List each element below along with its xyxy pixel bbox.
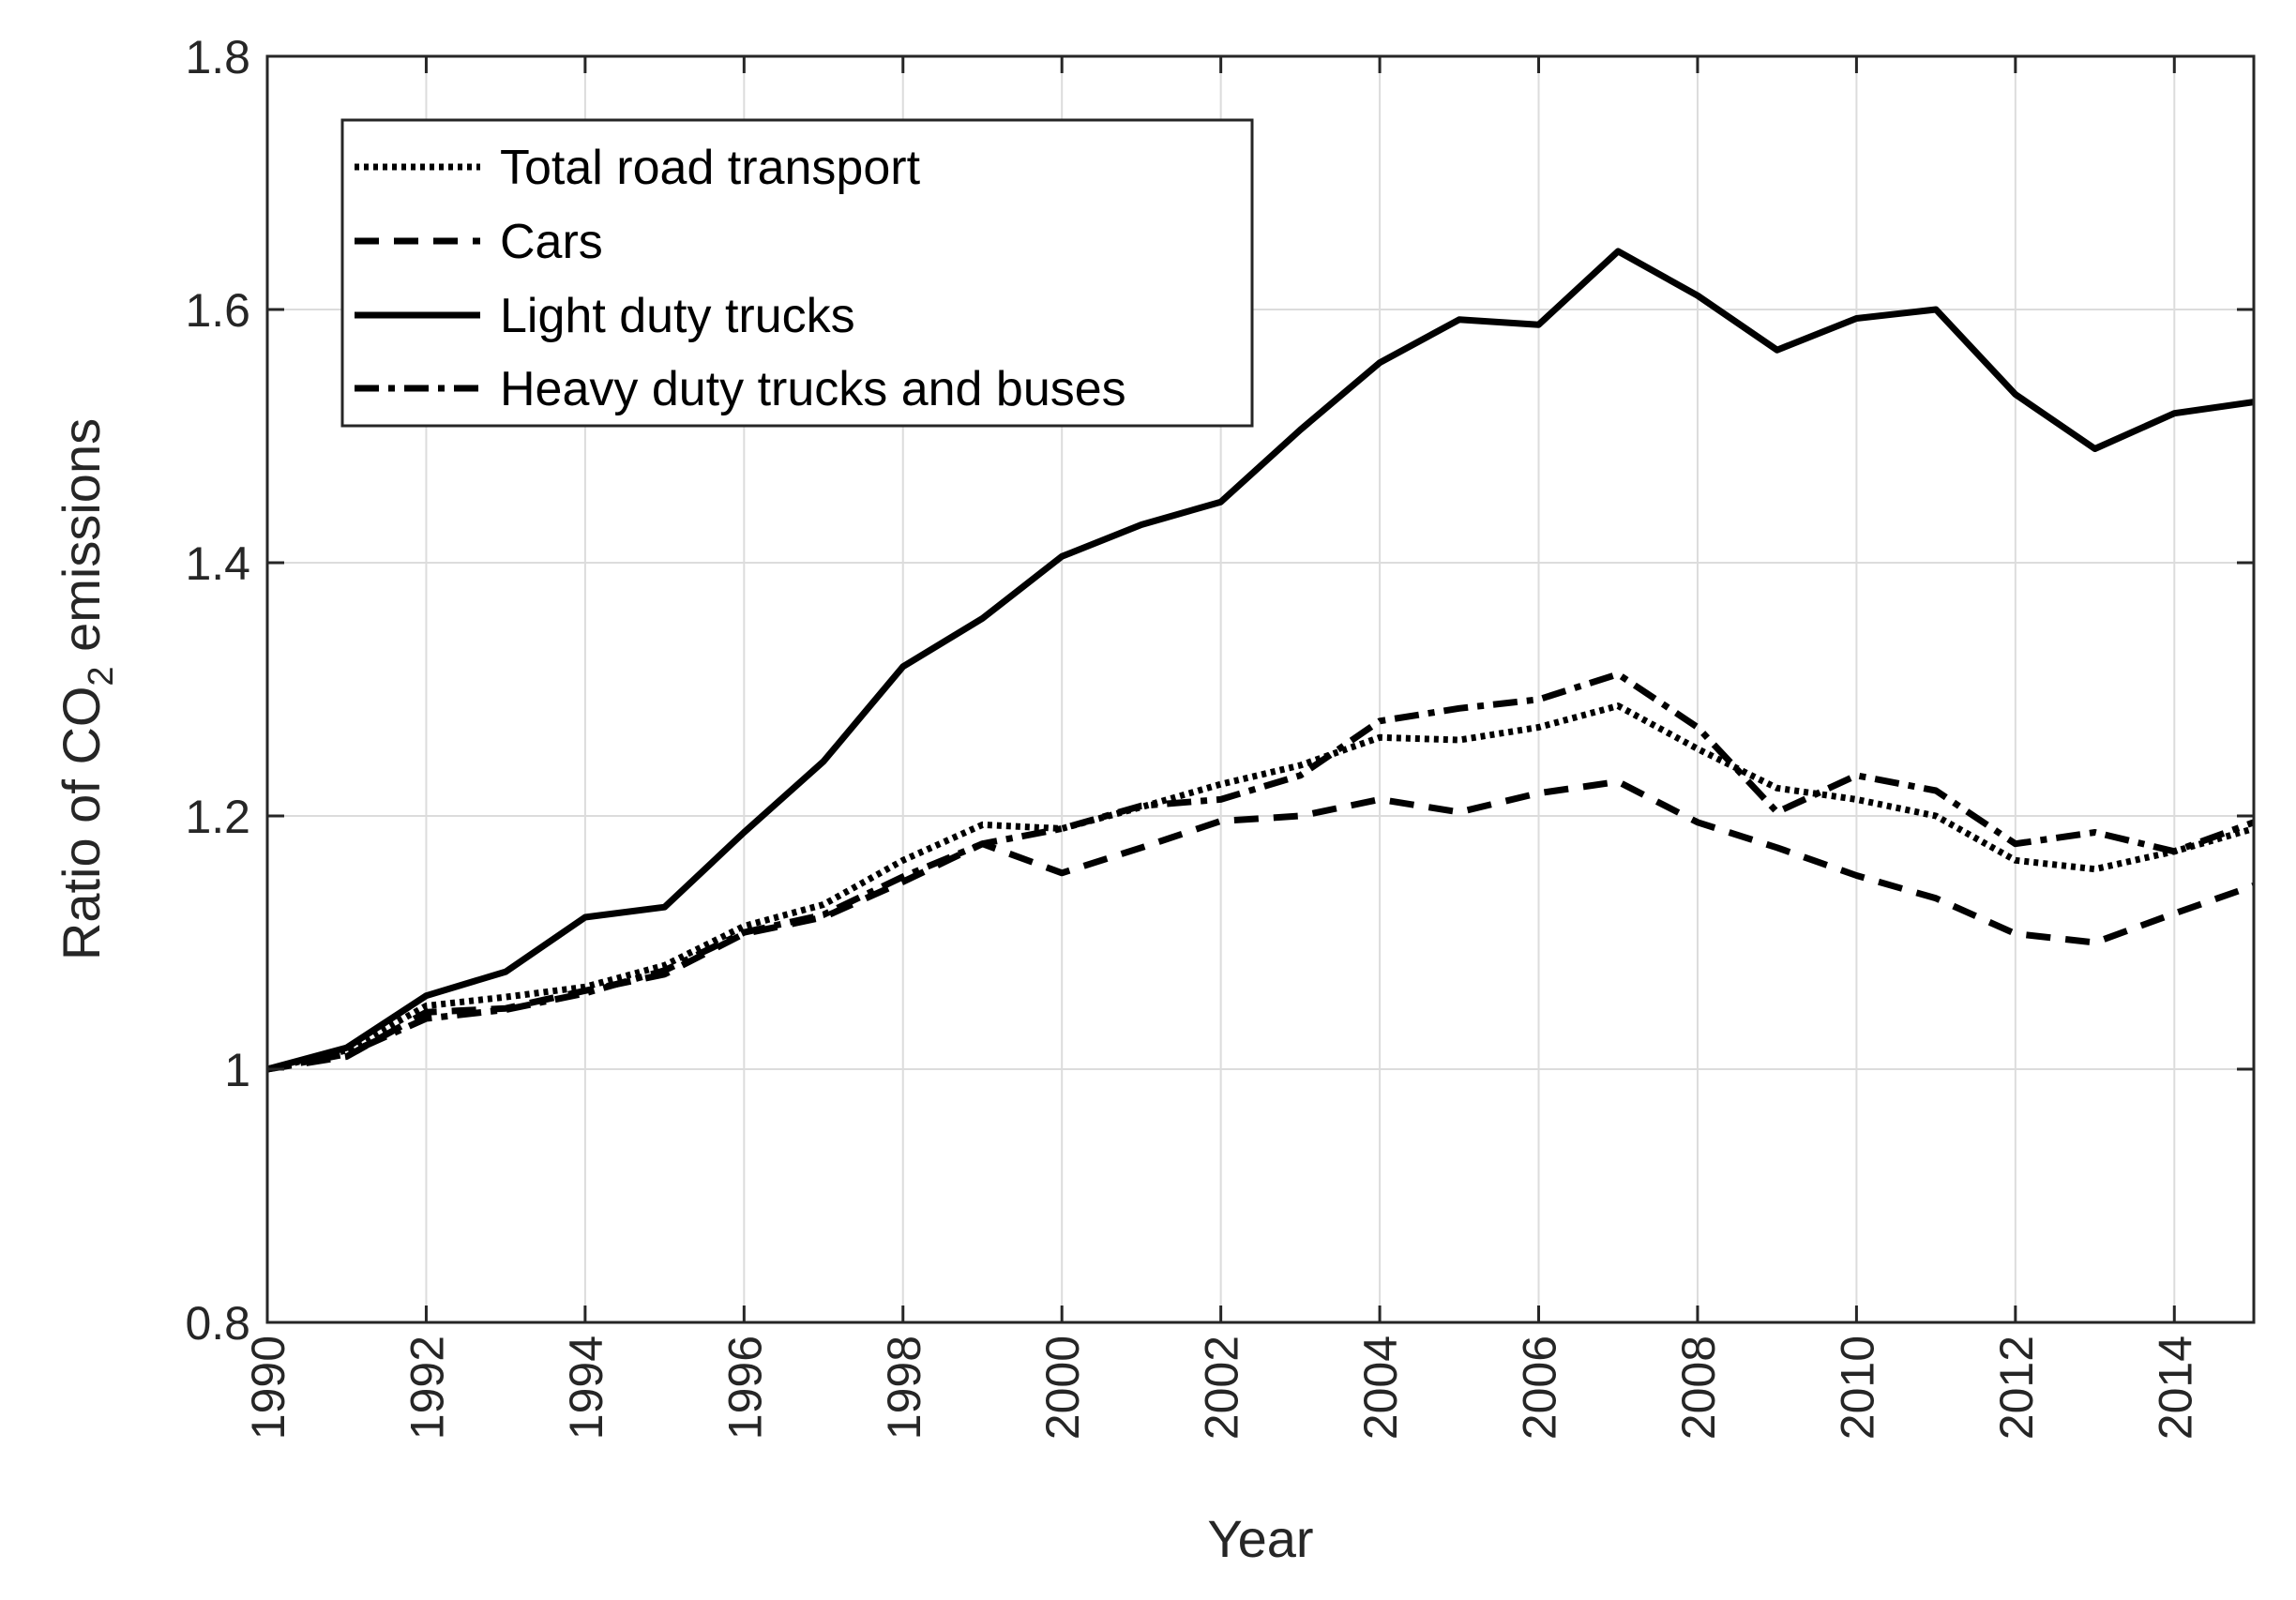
y-tick-label: 1.8 <box>185 31 250 83</box>
series-group <box>266 248 2256 1073</box>
x-tick-label: 2008 <box>1672 1336 1725 1440</box>
series-line-cars <box>266 778 2256 1073</box>
y-tick-label: 1.6 <box>185 284 250 337</box>
legend: Total road transport Cars Light duty tru… <box>340 118 1254 428</box>
legend-label-cars: Cars <box>500 215 603 269</box>
x-tick-label: 1992 <box>400 1336 453 1440</box>
y-tick-label: 0.8 <box>185 1297 250 1350</box>
legend-label-total-road-transport: Total road transport <box>500 141 921 195</box>
x-tick-label: 1996 <box>718 1336 771 1440</box>
x-tick-label: 1998 <box>878 1336 930 1440</box>
plot-frame <box>265 54 2256 1324</box>
y-axis-title: Ratio of CO2 emissions <box>52 418 121 960</box>
y-axis-title-main: Ratio of CO <box>52 687 111 961</box>
x-tick-label: 2004 <box>1354 1336 1407 1440</box>
legend-box <box>340 118 1254 428</box>
x-tick-label: 2006 <box>1514 1336 1566 1440</box>
x-axis-title: Year <box>1207 1509 1313 1568</box>
y-tick-label: 1.4 <box>185 537 250 590</box>
y-axis-title-tail: emissions <box>52 418 111 667</box>
y-tick-label: 1.2 <box>185 791 250 843</box>
x-tick-label: 2012 <box>1990 1336 2043 1440</box>
legend-label-heavy-duty-trucks: Heavy duty trucks and buses <box>500 362 1126 416</box>
ticks: 0.8 1 1.2 1.4 1.6 1.8 1990 1992 1994 1996 1998 2000… <box>185 31 2254 1440</box>
x-tick-label: 1994 <box>560 1336 612 1440</box>
x-tick-label: 2002 <box>1196 1336 1248 1440</box>
x-tick-label: 2010 <box>1831 1336 1883 1440</box>
y-axis-title-subscript: 2 <box>82 666 121 686</box>
series-line-light-duty-trucks <box>266 248 2255 1073</box>
y-tick-label: 1 <box>224 1044 250 1096</box>
x-tick-label: 1990 <box>242 1336 295 1440</box>
legend-label-light-duty-trucks: Light duty trucks <box>500 289 855 343</box>
x-tick-label: 2000 <box>1036 1336 1089 1440</box>
x-tick-label: 2014 <box>2149 1336 2201 1440</box>
